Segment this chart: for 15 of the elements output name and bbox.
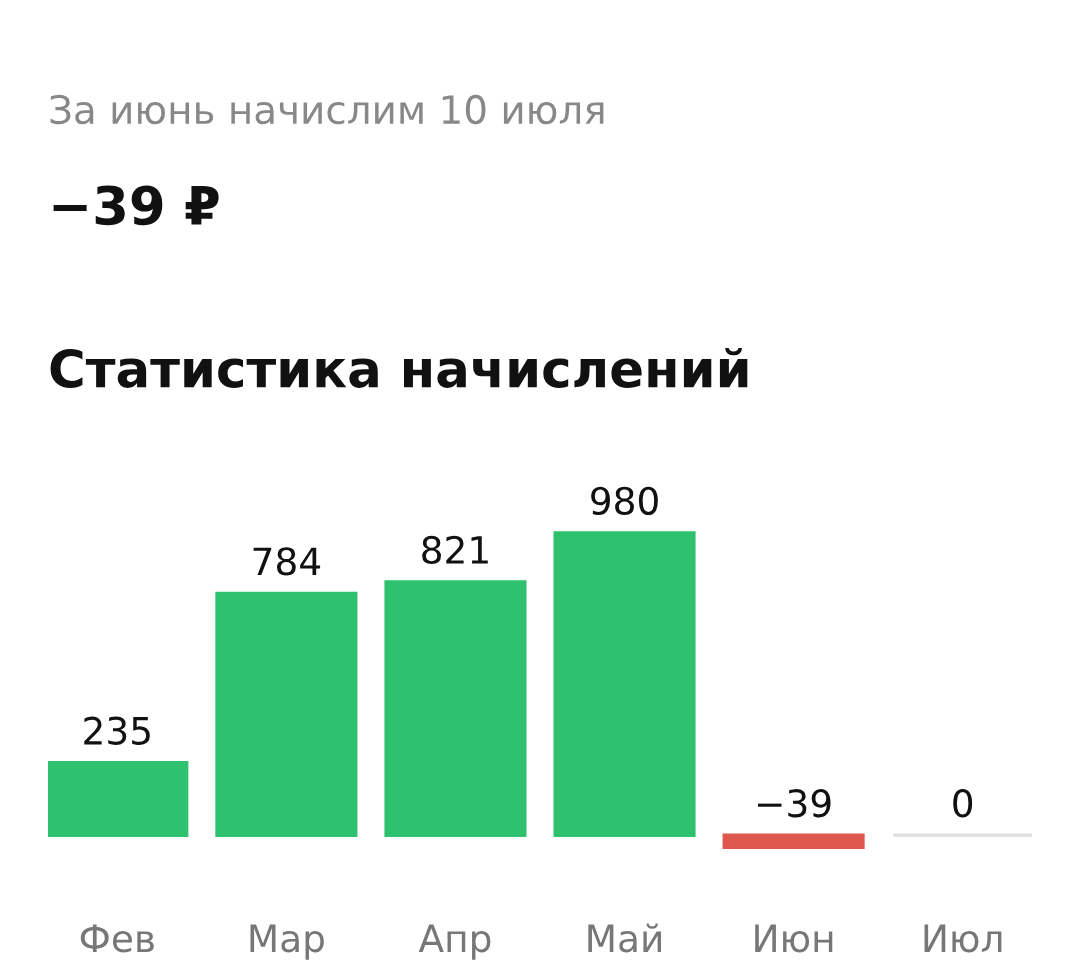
data-label: −39 bbox=[758, 789, 831, 818]
x-tick-label: Июн bbox=[755, 924, 833, 953]
x-tick-label: Май bbox=[588, 923, 661, 953]
x-tick-label: Мар bbox=[250, 924, 324, 960]
data-label: 784 bbox=[253, 547, 321, 576]
data-label: 821 bbox=[422, 535, 488, 565]
text: −39 ₽ bbox=[53, 185, 219, 226]
x-tick-label: Апр bbox=[418, 924, 491, 960]
data-label: 980 bbox=[591, 486, 658, 516]
data-label: 0 bbox=[953, 789, 973, 818]
text: За июнь начислим 10 июля bbox=[50, 94, 604, 125]
x-tick-label: Фев bbox=[80, 924, 154, 953]
chart-title: Статистика начислений bbox=[50, 347, 748, 388]
x-tick-label: Июл bbox=[924, 924, 1002, 953]
data-label: 235 bbox=[84, 716, 150, 745]
